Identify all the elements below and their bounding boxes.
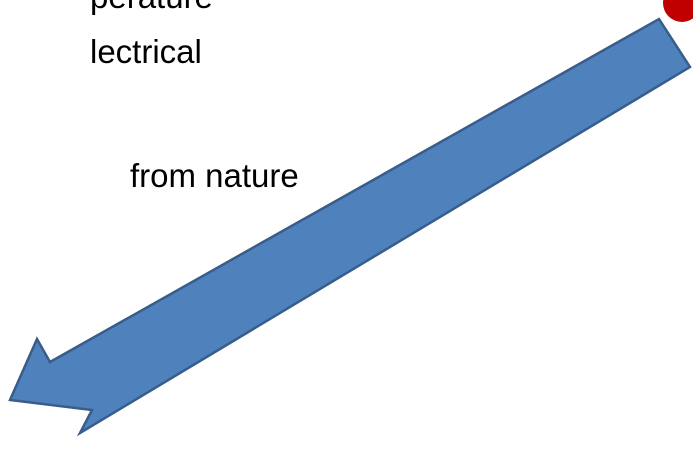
slide-text-line-3: from nature (130, 157, 299, 194)
slide-text-line-1: perature (90, 0, 213, 16)
slide-text-line-2: lectrical (90, 33, 202, 70)
arrow-shape (8, 17, 692, 437)
red-mark (663, 0, 693, 22)
